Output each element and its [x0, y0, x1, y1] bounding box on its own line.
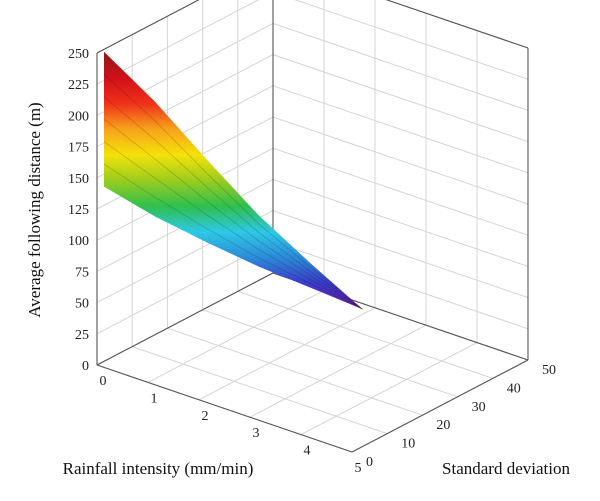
- x-axis-title: Rainfall intensity (mm/min): [63, 459, 254, 478]
- z-tick-label: 25: [75, 328, 89, 343]
- y-tick-label: 50: [542, 363, 556, 378]
- z-tick-label: 150: [68, 172, 89, 187]
- y-tick-label: 20: [436, 418, 450, 433]
- y-floor-gridline: [202, 309, 458, 398]
- x-tick-label: 4: [304, 444, 311, 459]
- y-tick-label: 40: [507, 381, 521, 396]
- z-tick-label: 200: [68, 109, 89, 124]
- y-axis-title: Standard deviation: [442, 459, 570, 478]
- x-floor-gridline: [249, 324, 427, 418]
- frame-edge: [351, 359, 529, 453]
- y-tick-label: 10: [401, 437, 415, 452]
- axis-frame: [96, 0, 529, 453]
- x-tick-label: 3: [253, 426, 260, 441]
- z-tick-label: 250: [68, 47, 89, 62]
- surface-contour: [103, 163, 363, 310]
- z-tick-label: 75: [75, 265, 89, 280]
- z-axis-ticks: 0 25 50 75 100 125 150 175 200 225 250: [68, 47, 89, 374]
- y-axis-ticks: 0 10 20 30 40 50: [366, 363, 556, 470]
- x-floor-gridline: [198, 307, 376, 401]
- z-tick-label: 125: [68, 203, 89, 218]
- x-tick-label: 0: [100, 374, 107, 389]
- surface-patch: [104, 51, 363, 310]
- wall-grid: [96, 0, 529, 453]
- frame-edge: [96, 364, 353, 453]
- z-gridline: [96, 22, 529, 116]
- surface-layer: [103, 51, 363, 310]
- z-gridline: [96, 210, 529, 304]
- x-floor-gridline: [147, 289, 325, 383]
- frame-edge: [385, 0, 529, 49]
- surface-contour: [103, 141, 363, 310]
- x-tick-label: 2: [202, 409, 209, 424]
- frame-edge: [96, 0, 200, 54]
- y-floor-gridline: [132, 346, 388, 435]
- frame-edge: [96, 272, 274, 366]
- surface-contour: [103, 96, 363, 310]
- z-tick-label: 50: [75, 297, 89, 312]
- surface-contour: [103, 118, 363, 310]
- y-floor-gridline: [167, 327, 423, 416]
- y-tick-label: 30: [472, 400, 486, 415]
- x-axis-ticks: 0 1 2 3 4 5: [100, 374, 362, 476]
- z-axis-title: Average following distance (m): [25, 102, 44, 317]
- z-tick-label: 175: [68, 141, 89, 156]
- z-tick-label: 100: [68, 234, 89, 249]
- y-floor-gridline: [237, 290, 493, 379]
- z-tick-label: 225: [68, 78, 89, 93]
- z-gridline: [96, 0, 529, 85]
- surface-contour: [103, 73, 363, 310]
- x-floor-gridline: [300, 342, 478, 436]
- z-tick-label: 0: [82, 359, 89, 374]
- y-tick-label: 0: [366, 455, 373, 470]
- x-tick-label: 5: [355, 461, 362, 476]
- x-tick-label: 1: [151, 391, 158, 406]
